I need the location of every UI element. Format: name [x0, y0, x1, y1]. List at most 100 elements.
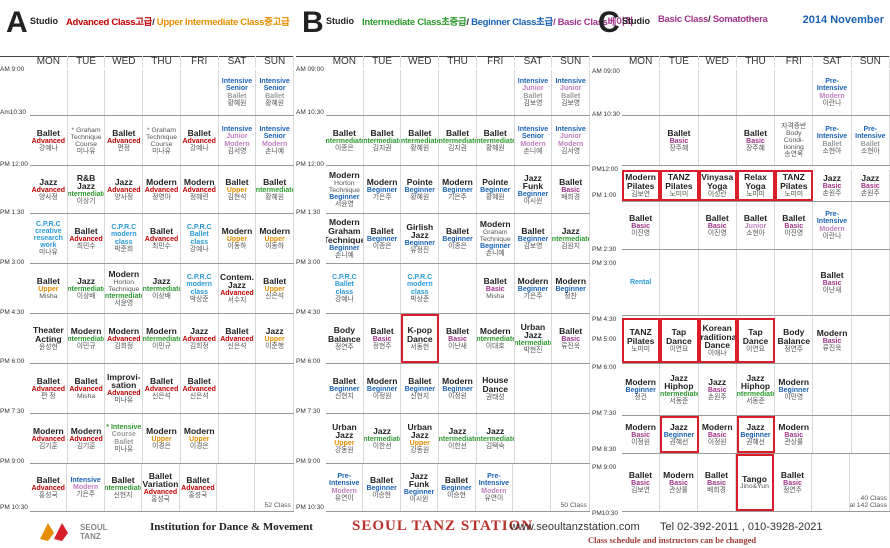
class-cell[interactable]: Ballet Basic 장주혜	[737, 116, 776, 165]
class-cell[interactable]: Ballet Basic 이난새	[813, 250, 852, 315]
class-cell[interactable]: Jazz Intermediate 이한선	[439, 414, 477, 463]
class-cell[interactable]: Ballet Upper 신은석	[256, 264, 295, 313]
class-cell[interactable]: Ballet Advanced 편정	[105, 116, 144, 165]
class-cell[interactable]: Jazz Funk Beginner 이시윈	[401, 464, 439, 511]
highlighted-class-cell[interactable]: Vinyasa Yoga 이성란	[698, 170, 737, 201]
class-cell[interactable]: Modern Beginner 이민영	[775, 364, 814, 415]
class-cell[interactable]: Modern Basic 관상률	[660, 454, 698, 511]
class-cell[interactable]: Ballet Advanced 최민수	[68, 214, 106, 263]
highlighted-class-cell[interactable]: TANZ Pilates 노미미	[622, 318, 661, 363]
class-cell[interactable]: * Graham Technique Course 미나유	[143, 116, 181, 165]
class-cell[interactable]: Ballet Basic 정현주	[364, 314, 402, 363]
class-cell[interactable]: Urban Jazz Intermediate 박현진	[515, 314, 553, 363]
class-cell[interactable]: Modern Beginner 정찬	[552, 264, 591, 313]
class-cell[interactable]: Pre- Intensive Ballet 소현아	[813, 116, 852, 165]
class-cell[interactable]: Pointe Beginner 황혜원	[401, 166, 440, 213]
highlighted-class-cell[interactable]: Jazz Beginner 권혜선	[736, 416, 776, 453]
class-cell[interactable]: Ballet Intermediate 황혜원	[477, 116, 515, 165]
class-cell[interactable]: * Graham Technique Course 미나유	[68, 116, 106, 165]
class-cell[interactable]: House Dance 권태성	[477, 364, 515, 413]
class-cell[interactable]: Modern Horton Technique Intermediate 서윤영	[105, 264, 144, 313]
class-cell[interactable]: Intensive Junior Ballet 김보영	[515, 70, 553, 115]
class-cell[interactable]: Jazz Hiphop Intermediate 서동준	[737, 364, 776, 415]
class-cell[interactable]: Modern Advanced 정혜련	[181, 166, 219, 213]
class-cell[interactable]: Jazz Advanced 김희정	[181, 314, 219, 363]
class-cell[interactable]: Ballet Basic 이진영	[775, 202, 814, 249]
class-cell[interactable]: Jazz Basic 손원주	[699, 364, 737, 415]
class-cell[interactable]: Modern Basic 이정원	[622, 416, 661, 453]
class-cell[interactable]: Intensive Senior Modern 손니예	[515, 116, 553, 165]
class-cell[interactable]: Ballet Beginner 김보영	[515, 214, 553, 263]
website-link[interactable]: www.seoultanzstation.com	[510, 521, 640, 533]
class-cell[interactable]: Ballet Beginner 이승현	[438, 464, 476, 511]
class-cell[interactable]: Ballet Advanced 홍성국	[30, 464, 68, 511]
class-cell[interactable]: Intensive Senior Ballet 황혜원	[219, 70, 257, 115]
class-cell[interactable]: Ballet Basic 김보연	[622, 454, 660, 511]
class-cell[interactable]: Modern Basic 류진욱	[813, 318, 852, 363]
class-cell[interactable]: Ballet Advanced 홍성국	[180, 464, 218, 511]
highlighted-class-cell[interactable]: Tango Jino&Yun	[736, 454, 774, 511]
class-cell[interactable]: Jazz Advanced 양사정	[30, 166, 68, 213]
class-cell[interactable]: Modern Upper 이동하	[256, 214, 295, 263]
class-cell[interactable]: Pre- Intensive Modern 이란나	[813, 202, 852, 249]
class-cell[interactable]: Ballet Advanced 강예나	[30, 116, 68, 165]
class-cell[interactable]: Modern Basic 관상률	[775, 416, 814, 453]
class-cell[interactable]: Pointe Beginner 황혜원	[477, 166, 515, 213]
highlighted-class-cell[interactable]: TANZ Pilates 노미미	[775, 170, 814, 201]
class-cell[interactable]: Ballet Basic 이난새	[439, 314, 477, 363]
class-cell[interactable]: Modern Advanced 김기훈	[68, 414, 106, 463]
class-cell[interactable]: Jazz Intermediate 이한선	[364, 414, 402, 463]
class-cell[interactable]: Modern Intermediate 이민규	[68, 314, 106, 363]
class-cell[interactable]: Modern Beginner 기은주	[364, 166, 402, 213]
class-cell[interactable]: Pre- Intensive Modern 유연이	[476, 464, 514, 511]
class-cell[interactable]: Ballet Advanced 신은석	[219, 314, 257, 363]
class-cell[interactable]: Modern Beginner 정건	[622, 364, 661, 415]
class-cell[interactable]: Ballet Beginner 이종은	[439, 214, 477, 263]
highlighted-class-cell[interactable]: Jazz Beginner 권혜선	[660, 416, 699, 453]
class-cell[interactable]: Ballet Beginner 이종은	[364, 214, 402, 263]
class-cell[interactable]: Modern Beginner 기은주	[439, 166, 477, 213]
class-cell[interactable]: Intensive Junior Modern 김서영	[219, 116, 257, 165]
class-cell[interactable]: Intensive Junior Modern 김서영	[552, 116, 591, 165]
class-cell[interactable]: Jazz Intermediate 이상배	[68, 264, 106, 313]
class-cell[interactable]: C.P.R.C creative research work 미나유	[30, 214, 68, 263]
class-cell[interactable]: Modern Graham Technique Beginner 손니예	[326, 214, 364, 263]
class-cell[interactable]: Modern Advanced 김기훈	[30, 414, 68, 463]
class-cell[interactable]: Body Balance 정연주	[326, 314, 364, 363]
class-cell[interactable]: R&B Jazz Intermediate 이상기	[68, 166, 106, 213]
class-cell[interactable]: Modern Upper 이경은	[143, 414, 181, 463]
class-cell[interactable]: Ballet Basic 배희경	[552, 166, 591, 213]
class-cell[interactable]: Pre- Intensive Ballet 소현아	[852, 116, 890, 165]
class-cell[interactable]: Intensive Modern 기은주	[67, 464, 105, 511]
class-cell[interactable]: * Intensive Course Ballet 미나유	[105, 414, 144, 463]
class-cell[interactable]: Intensive Junior Ballet 김보영	[552, 70, 591, 115]
class-cell[interactable]: Body Balance 정연주	[775, 318, 814, 363]
class-cell[interactable]: Jazz Intermediate 이상배	[143, 264, 181, 313]
class-cell[interactable]: C.P.R.C modern class 박준희	[105, 214, 144, 263]
class-cell[interactable]: Modern Graham Technique Beginner 손니예	[477, 214, 515, 263]
class-cell[interactable]: Ballet Beginner 신현지	[326, 364, 364, 413]
class-cell[interactable]: Modern Beginner 이정원	[364, 364, 402, 413]
class-cell[interactable]: Modern Intermediate 이대호	[477, 314, 515, 363]
class-cell[interactable]: Modern Beginner 이정원	[439, 364, 477, 413]
class-cell[interactable]: Modern Beginner 기은주	[515, 264, 553, 313]
class-cell[interactable]: Ballet Beginner 신현지	[401, 364, 440, 413]
class-cell[interactable]: Pre- Intensive Modern 유연이	[326, 464, 364, 511]
class-cell[interactable]: Jazz Basic 손원주	[852, 170, 890, 201]
class-cell[interactable]: Pre- Intensive Modern 이란나	[813, 70, 852, 115]
class-cell[interactable]: Modern Upper 이경은	[181, 414, 219, 463]
class-cell[interactable]: Jazz Intermediate 김원지	[552, 214, 591, 263]
class-cell[interactable]: Modern Intermediate 이민규	[143, 314, 181, 363]
class-cell[interactable]: Ballet Intermediate 황혜원	[256, 166, 295, 213]
class-cell[interactable]: Theater Acting 윤성현	[30, 314, 68, 363]
class-cell[interactable]: C.P.R.C modern class 박상준	[401, 264, 440, 313]
class-cell[interactable]: Ballet Basic 이진영	[699, 202, 737, 249]
class-cell[interactable]: Ballet Advanced 신은석	[181, 364, 219, 413]
class-cell[interactable]: Ballet Basic 이진영	[622, 202, 661, 249]
class-cell[interactable]: Ballet Intermediate 황혜원	[401, 116, 440, 165]
class-cell[interactable]: Intensive Senior Ballet 황혜원	[256, 70, 295, 115]
class-cell[interactable]: 자격증반 Body Condi-tioning 송연옥	[775, 116, 814, 165]
class-cell[interactable]: Intensive Senior Modern 손니예	[256, 116, 295, 165]
class-cell[interactable]: Modern Horton Technique Beginner 서윤영	[326, 166, 364, 213]
class-cell[interactable]: Urban Jazz Upper 강동원	[401, 414, 440, 463]
